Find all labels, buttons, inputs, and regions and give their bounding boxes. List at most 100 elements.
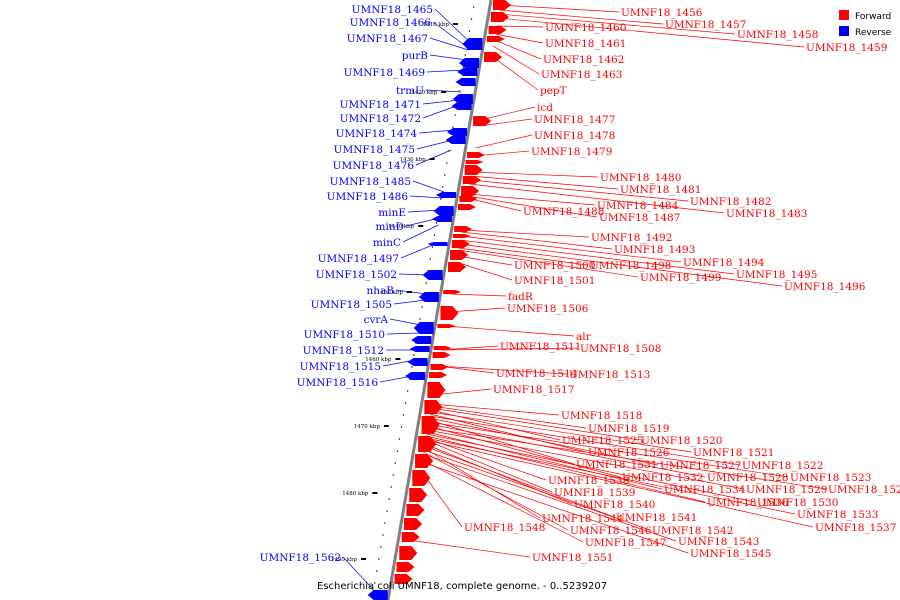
reverse-gene: [422, 270, 443, 280]
map-caption: Escherichia coli UMNF18, complete genome…: [317, 581, 607, 592]
forward-gene: [409, 488, 428, 502]
reverse-gene-label: UMNF18_1466: [350, 17, 432, 29]
reverse-leader-line: [429, 37, 469, 51]
forward-leader-line: [458, 249, 639, 278]
forward-leader-line: [479, 118, 533, 127]
forward-gene-label: UMNF18_1513: [569, 369, 650, 381]
reverse-gene-label: UMNF18_1486: [327, 191, 409, 203]
minor-tick: [396, 450, 398, 452]
reverse-gene-label: UMNF18_1515: [300, 361, 381, 373]
forward-leader-line: [495, 33, 544, 44]
forward-gene: [399, 546, 418, 560]
reverse-gene-label: UMNF18_1472: [340, 113, 421, 125]
forward-leader-line: [427, 427, 827, 490]
forward-gene: [396, 562, 415, 572]
reverse-gene: [445, 136, 466, 144]
forward-gene-label: UMNF18_1530: [757, 497, 838, 509]
forward-gene-label: UMNF18_1540: [574, 499, 655, 511]
scale-tick-label: 1460 kbp: [365, 357, 392, 363]
major-tick: [418, 225, 424, 227]
reverse-gene: [452, 94, 473, 104]
forward-leader-line: [433, 388, 492, 396]
reverse-gene: [462, 38, 483, 50]
forward-gene-label: UMNF18_1496: [784, 281, 866, 293]
forward-leader-line: [455, 261, 513, 281]
forward-gene-label: UMNF18_1539: [554, 487, 635, 499]
forward-gene-label: UMNF18_1545: [690, 548, 771, 560]
forward-leader-line: [428, 419, 575, 465]
forward-gene: [430, 364, 449, 370]
minor-tick: [394, 462, 396, 464]
reverse-gene-label: UMNF18_1475: [334, 144, 415, 156]
forward-gene-label: UMNF18_1542: [652, 525, 733, 537]
forward-gene-label: UMNF18_1498: [590, 260, 671, 272]
forward-gene-label: UMNF18_1461: [545, 38, 626, 50]
reverse-leader-line: [434, 8, 471, 43]
forward-gene: [459, 196, 478, 202]
legend-swatch-reverse: [839, 26, 849, 36]
minor-tick: [433, 234, 436, 236]
forward-gene-label: UMNF18_1459: [806, 42, 887, 54]
forward-gene: [466, 152, 485, 158]
forward-gene-label: UMNF18_1482: [690, 196, 771, 208]
forward-leader-line: [438, 365, 568, 375]
forward-leader-line: [494, 39, 542, 60]
forward-leader-line: [427, 429, 745, 490]
scale-tick-label: 1430 kbp: [400, 157, 427, 163]
forward-leader-line: [440, 347, 579, 351]
forward-gene: [488, 26, 507, 34]
forward-gene: [432, 352, 451, 358]
forward-gene-label: UMNF18_1528: [707, 472, 788, 484]
forward-gene: [440, 306, 459, 320]
forward-leader-line: [471, 171, 599, 178]
forward-gene: [412, 470, 431, 486]
forward-gene-label: UMNF18_1499: [640, 272, 721, 284]
minor-tick: [400, 426, 403, 428]
reverse-gene-label: UMNF18_1476: [333, 160, 415, 172]
minor-tick: [472, 6, 475, 8]
reverse-gene-label: minE: [378, 207, 406, 219]
forward-gene-label: UMNF18_1547: [585, 537, 666, 549]
forward-gene-label: UMNF18_1481: [620, 184, 701, 196]
forward-leader-line: [430, 409, 561, 441]
forward-gene-label: UMNF18_1460: [545, 22, 626, 34]
reverse-gene: [436, 192, 457, 198]
forward-leader-line: [470, 175, 619, 190]
forward-gene-label: UMNF18_1462: [543, 54, 624, 66]
reverse-gene-label: cvrA: [364, 314, 389, 326]
forward-gene: [427, 382, 446, 398]
reverse-leader-line: [426, 69, 466, 73]
legend-label-forward: Forward: [855, 12, 891, 22]
reverse-leader-line: [432, 21, 469, 49]
forward-gene-label: UMNF18_1456: [621, 7, 703, 19]
forward-gene: [493, 0, 511, 10]
forward-gene-label: UMNF18_1537: [815, 522, 896, 534]
scale-tick-label: 1480 kbp: [342, 491, 369, 497]
forward-leader-line: [458, 247, 589, 266]
minor-tick: [384, 522, 386, 524]
major-tick: [406, 291, 412, 293]
minor-tick: [392, 474, 394, 476]
forward-gene-label: UMNF18_1501: [514, 275, 595, 287]
forward-leader-line: [498, 13, 736, 35]
forward-gene: [452, 234, 471, 238]
forward-leader-line: [423, 447, 541, 519]
forward-gene-label: UMNF18_1478: [534, 130, 615, 142]
forward-gene: [465, 160, 484, 164]
forward-gene-label: UMNF18_1506: [507, 303, 589, 315]
forward-gene-label: UMNF18_1546: [570, 525, 652, 537]
forward-gene-label: UMNF18_1521: [693, 447, 774, 459]
forward-leader-line: [425, 437, 547, 481]
scale-tick-label: 1470 kbp: [354, 424, 381, 430]
forward-gene-label: UMNF18_1520: [641, 435, 722, 447]
forward-gene-label: UMNF18_1484: [597, 200, 679, 212]
forward-gene: [429, 372, 448, 378]
forward-gene: [490, 12, 509, 22]
reverse-gene-label: UMNF18_1510: [304, 329, 385, 341]
forward-gene-label: UMNF18_1548: [464, 522, 545, 534]
forward-leader-line: [426, 431, 663, 490]
reverse-leader-line: [400, 243, 436, 259]
forward-gene: [461, 186, 480, 196]
forward-leader-line: [408, 539, 531, 558]
